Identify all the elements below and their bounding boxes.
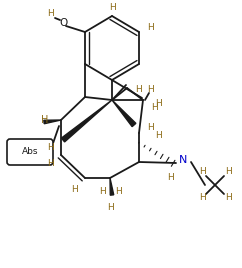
Text: H: H	[41, 115, 49, 125]
Text: H: H	[107, 203, 113, 211]
Polygon shape	[61, 100, 112, 142]
Text: H: H	[115, 188, 121, 196]
Text: H: H	[167, 173, 173, 183]
Polygon shape	[112, 100, 136, 127]
Text: H: H	[156, 132, 162, 140]
Text: H: H	[155, 99, 161, 107]
Polygon shape	[110, 178, 114, 195]
Text: H: H	[148, 124, 154, 132]
Text: H: H	[200, 168, 206, 177]
Text: H: H	[225, 193, 231, 203]
Polygon shape	[44, 120, 61, 124]
Text: H: H	[47, 9, 53, 17]
Text: H: H	[135, 85, 141, 95]
Text: H: H	[109, 2, 115, 12]
Text: N: N	[179, 155, 187, 165]
Text: H: H	[47, 158, 53, 168]
Text: H: H	[72, 185, 78, 195]
Text: H: H	[100, 188, 106, 196]
Text: Abs: Abs	[22, 147, 38, 157]
Text: H: H	[148, 85, 154, 95]
Text: H: H	[200, 193, 206, 203]
Text: H: H	[151, 103, 157, 113]
Text: H: H	[147, 23, 153, 32]
Text: H: H	[47, 143, 53, 152]
FancyBboxPatch shape	[7, 139, 53, 165]
Text: H: H	[225, 168, 231, 177]
Text: O: O	[59, 18, 67, 28]
